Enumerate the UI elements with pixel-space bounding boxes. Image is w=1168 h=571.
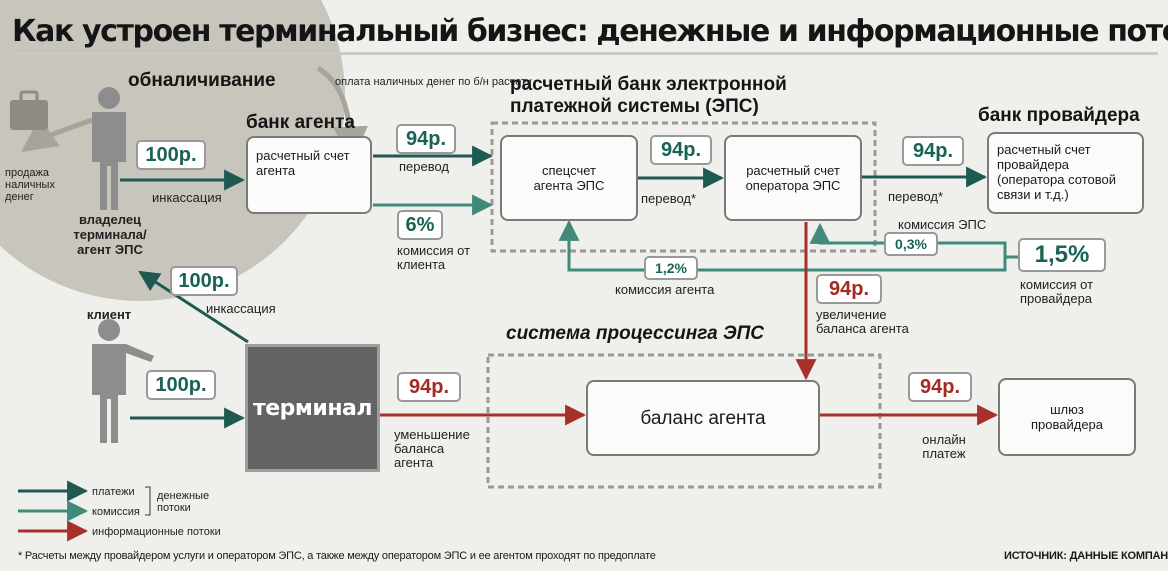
legend-payments-label: платежи xyxy=(92,486,135,498)
terminal-collection-label: инкассация xyxy=(206,301,276,316)
heading-eps-bank-1: расчетный банк электронной xyxy=(510,74,787,95)
legend-bracket xyxy=(145,486,151,516)
collection-amount-badge: 100р. xyxy=(136,140,206,170)
heading-cashout: обналичивание xyxy=(128,70,276,91)
heading-eps-bank-2: платежной системы (ЭПС) xyxy=(510,96,759,117)
cash-sale-label: продажа наличных денег xyxy=(5,167,55,203)
provider-commission-label: комиссия от провайдера xyxy=(1020,277,1094,306)
balance-decrease-badge: 94р. xyxy=(397,372,461,402)
agent-commission-badge: 1,2% xyxy=(644,256,698,280)
eps-bank-frame xyxy=(490,121,877,253)
footnote: * Расчеты между провайдером услуги и опе… xyxy=(18,550,656,562)
cash-sale-arrow xyxy=(21,117,93,153)
owner-label: владелец терминала/ агент ЭПС xyxy=(73,212,147,257)
eps-commission-label: комиссия ЭПС xyxy=(898,217,987,232)
heading-provider-bank: банк провайдера xyxy=(978,105,1140,126)
agent-commission-arrow xyxy=(558,219,1007,272)
provider-gateway-box: шлюз провайдера xyxy=(998,378,1136,456)
noncash-payment-label: оплата наличных денег по б/н расчету xyxy=(335,76,532,88)
briefcase-icon xyxy=(10,90,48,130)
terminal-collection-amount-badge: 100р. xyxy=(170,266,238,296)
agent-account-box: расчетный счет агента xyxy=(246,136,372,214)
online-payment-label: онлайн платеж xyxy=(922,432,966,461)
balance-decrease-label: уменьшение баланса агента xyxy=(394,427,470,470)
eps-commission-badge: 0,3% xyxy=(884,232,938,256)
legend-money-flows-label: денежные потоки xyxy=(157,490,210,514)
source-note: ИСТОЧНИК: ДАННЫЕ КОМПАНИЙ xyxy=(1004,550,1168,562)
transfer-amount-badge-2: 94р. xyxy=(650,135,712,165)
client-commission-badge: 6% xyxy=(397,210,443,240)
agent-balance-box: баланс агента xyxy=(586,380,820,456)
client-payment-amount-badge: 100р. xyxy=(146,370,216,400)
transfer-label-3: перевод* xyxy=(888,189,944,204)
client-commission-label: комиссия от клиента xyxy=(397,243,471,272)
transfer-label-2: перевод* xyxy=(641,191,697,206)
legend-commission-label: комиссия xyxy=(92,506,140,518)
transfer-amount-badge-3: 94р. xyxy=(902,136,964,166)
terminal-collection-arrow xyxy=(138,270,249,344)
transfer-label-1: перевод xyxy=(399,159,450,174)
balance-increase-badge: 94р. xyxy=(816,274,882,304)
heading-processing: система процессинга ЭПС xyxy=(506,323,765,344)
online-payment-badge: 94р. xyxy=(908,372,972,402)
page-title: Как устроен терминальный бизнес: денежны… xyxy=(12,14,1168,49)
legend-info-flows-label: информационные потоки xyxy=(92,526,221,538)
transfer-amount-badge-1: 94р. xyxy=(396,124,456,154)
eps-special-account-box: спецсчет агента ЭПС xyxy=(500,135,638,221)
agent-commission-label: комиссия агента xyxy=(615,282,715,297)
operator-account-box: расчетный счет оператора ЭПС xyxy=(724,135,862,221)
heading-agent-bank: банк агента xyxy=(246,112,355,133)
eps-commission-arrow xyxy=(809,222,1018,259)
provider-account-box: расчетный счет провайдера (оператора сот… xyxy=(987,132,1144,214)
terminal-box: терминал xyxy=(245,344,380,472)
person-icon xyxy=(92,319,154,443)
client-label: клиент xyxy=(86,307,132,322)
person-icon xyxy=(92,87,126,210)
processing-frame xyxy=(486,353,882,489)
balance-increase-label: увеличение баланса агента xyxy=(816,307,909,336)
collection-label: инкассация xyxy=(152,190,222,205)
title-underline xyxy=(10,52,1158,55)
provider-commission-badge: 1,5% xyxy=(1018,238,1106,272)
